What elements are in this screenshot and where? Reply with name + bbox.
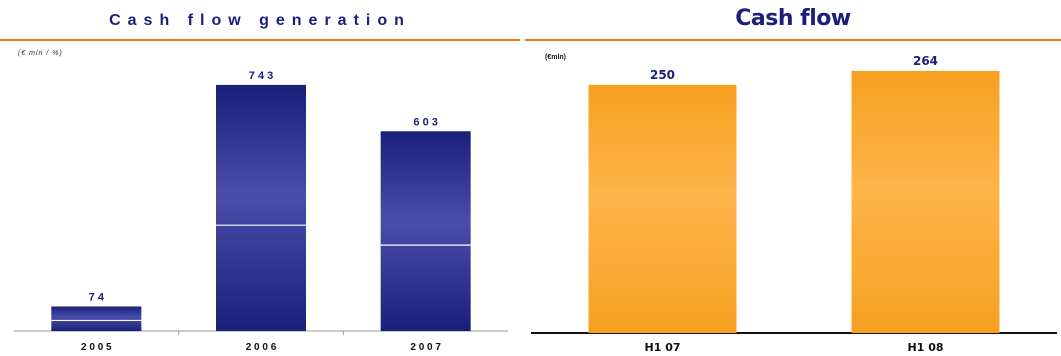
left-chart-panel: Cash flow generation (€ mln / %) 7 4 2 0 … xyxy=(0,0,520,356)
chart-title: Cash flow xyxy=(735,6,851,31)
chart-title: Cash flow generation xyxy=(109,12,411,29)
right-chart-panel: Cash flow (€mln) 250 H1 07 264 H1 08 xyxy=(525,0,1061,356)
x-tick-label: 2 0 0 5 xyxy=(81,342,112,353)
x-tick-label: 2 0 0 7 xyxy=(410,342,441,353)
title-divider xyxy=(0,39,520,41)
data-label: 7 4 3 xyxy=(249,70,273,82)
bar-H1 07 xyxy=(588,84,737,334)
data-label: 7 4 xyxy=(89,291,105,303)
bar-2005 xyxy=(51,306,142,331)
bar-2006 xyxy=(216,84,306,331)
left-chart-svg: 7 4 2 0 0 5 7 4 3 2 0 0 6 6 0 3 2 0 0 7 xyxy=(14,70,508,353)
unit-label: (€mln) xyxy=(545,54,566,61)
bar-2007 xyxy=(380,131,471,331)
unit-label: (€ mln / %) xyxy=(18,50,63,57)
x-tick-label: H1 07 xyxy=(645,341,681,354)
title-divider xyxy=(525,39,1061,41)
x-tick-label: H1 08 xyxy=(908,341,944,354)
data-label: 6 0 3 xyxy=(413,116,437,128)
x-tick-label: 2 0 0 6 xyxy=(246,342,277,353)
data-label: 250 xyxy=(650,68,675,82)
bar-H1 08 xyxy=(851,70,1000,334)
data-label: 264 xyxy=(913,54,938,68)
right-chart-svg: 250 H1 07 264 H1 08 xyxy=(531,54,1057,354)
